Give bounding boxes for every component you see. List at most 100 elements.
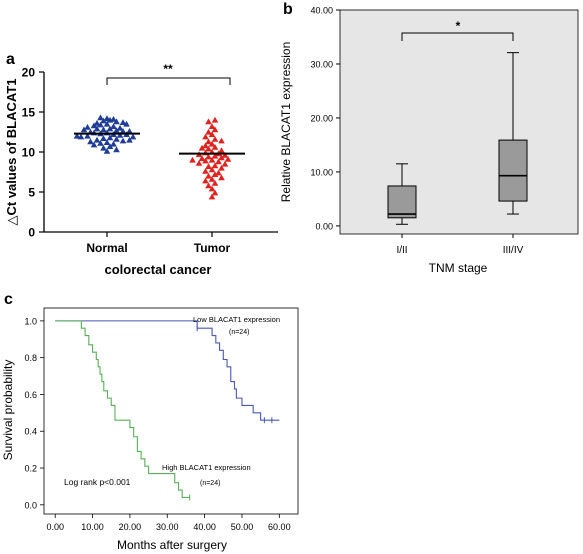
x-tick-label: 0.00 bbox=[46, 522, 64, 532]
y-tick-label: 10.00 bbox=[310, 167, 333, 177]
data-point bbox=[113, 146, 120, 153]
panel-b-plot-area bbox=[339, 9, 579, 235]
panel-a-significance: ** bbox=[163, 62, 173, 76]
y-tick-label: 0.8 bbox=[24, 353, 37, 363]
data-point bbox=[211, 171, 219, 177]
data-point bbox=[93, 125, 101, 132]
data-point bbox=[106, 143, 114, 149]
data-point bbox=[90, 141, 98, 148]
y-tick-label: 0.00 bbox=[315, 221, 333, 231]
panel-c-y-label: Survival probability bbox=[1, 360, 15, 461]
log-rank-annotation: Log rank p<0.001 bbox=[64, 477, 131, 487]
panel-b-x-label: TNM stage bbox=[429, 261, 488, 275]
low-expression-n: (n=24) bbox=[229, 329, 249, 336]
data-point bbox=[119, 128, 127, 134]
y-tick-label: 0.2 bbox=[24, 464, 37, 474]
y-tick-label: 0.6 bbox=[24, 390, 37, 400]
data-point bbox=[211, 126, 219, 133]
panel-a-y-label: △Ct values of BLACAT1 bbox=[4, 79, 19, 226]
data-point bbox=[97, 114, 104, 121]
data-point bbox=[103, 120, 111, 127]
data-point bbox=[110, 116, 117, 122]
panel-c-x-ticks: 0.00 10.00 20.00 30.00 40.00 50.00 60.00 bbox=[46, 514, 291, 532]
data-point bbox=[218, 174, 225, 181]
panel-c: c 0.0 0.2 0.4 0.6 0.8 1.0 0.00 10.00 20.00 30.00… bbox=[1, 291, 299, 552]
panel-a-x-ticks: Normal Tumor bbox=[86, 232, 231, 255]
data-point bbox=[73, 132, 81, 139]
data-point bbox=[97, 121, 104, 128]
x-tick-label: Normal bbox=[86, 241, 127, 255]
panel-c-label: c bbox=[4, 291, 13, 308]
data-point bbox=[116, 132, 124, 138]
data-point bbox=[211, 136, 219, 142]
data-point bbox=[87, 138, 94, 145]
x-tick-label: 60.00 bbox=[268, 522, 291, 532]
data-point bbox=[195, 160, 203, 166]
data-point bbox=[202, 142, 209, 149]
data-point bbox=[218, 147, 225, 153]
data-point bbox=[208, 193, 216, 200]
data-point bbox=[116, 124, 124, 131]
data-point bbox=[218, 137, 225, 144]
data-point bbox=[221, 160, 229, 167]
data-point bbox=[129, 133, 137, 140]
data-point bbox=[110, 140, 117, 147]
y-tick-label: 5 bbox=[28, 186, 35, 200]
data-point bbox=[205, 172, 212, 179]
panel-b-label: b bbox=[283, 1, 293, 18]
y-tick-label: 1.0 bbox=[24, 316, 37, 326]
data-point bbox=[189, 156, 196, 163]
x-tick-label: 20.00 bbox=[119, 522, 142, 532]
panel-c-y-ticks: 0.0 0.2 0.4 0.6 0.8 1.0 bbox=[24, 316, 44, 510]
y-tick-label: 0.0 bbox=[24, 500, 37, 510]
data-point bbox=[218, 154, 225, 161]
data-point bbox=[100, 144, 107, 151]
x-tick-label: III/IV bbox=[503, 245, 524, 256]
data-point bbox=[208, 131, 216, 137]
box bbox=[387, 185, 417, 219]
data-point bbox=[93, 136, 101, 143]
x-tick-label: 50.00 bbox=[231, 522, 254, 532]
data-point bbox=[211, 189, 219, 196]
data-point bbox=[205, 163, 212, 169]
panel-c-x-label: Months after surgery bbox=[117, 538, 227, 552]
data-point bbox=[205, 153, 212, 160]
panel-b-boxes bbox=[387, 52, 528, 225]
x-tick-label: Tumor bbox=[194, 241, 231, 255]
data-point bbox=[97, 140, 104, 146]
data-point bbox=[84, 124, 91, 130]
data-point bbox=[119, 137, 127, 144]
data-point bbox=[208, 140, 216, 147]
data-point bbox=[215, 169, 222, 176]
y-tick-label: 15 bbox=[22, 106, 36, 120]
data-point bbox=[113, 136, 120, 142]
data-point bbox=[208, 166, 216, 173]
panel-a-label: a bbox=[6, 51, 15, 68]
panel-b-y-label: Relative BLACAT1 expression bbox=[279, 42, 293, 203]
data-point bbox=[211, 180, 219, 186]
panel-b-significance-bracket bbox=[401, 32, 514, 41]
panel-a-x-label: colorectal cancer bbox=[105, 262, 212, 277]
data-point bbox=[106, 125, 114, 132]
panel-a-means bbox=[74, 132, 245, 155]
data-point bbox=[106, 134, 114, 141]
y-tick-label: 30.00 bbox=[310, 59, 333, 69]
data-point bbox=[90, 122, 98, 129]
y-tick-label: 20.00 bbox=[310, 113, 333, 123]
panel-c-curves bbox=[55, 320, 280, 501]
data-point bbox=[208, 185, 216, 192]
panel-a: a 0 5 10 15 20 Normal Tumor ** △Ct values of … bbox=[4, 51, 278, 277]
data-point bbox=[205, 118, 212, 125]
data-point bbox=[119, 119, 127, 125]
data-point bbox=[103, 148, 111, 154]
panel-c-plot-area bbox=[43, 307, 299, 515]
y-tick-label: 10 bbox=[22, 146, 36, 160]
box bbox=[498, 139, 528, 202]
data-point bbox=[211, 162, 219, 169]
data-point bbox=[215, 158, 222, 165]
x-tick-label: I/II bbox=[396, 245, 407, 256]
data-point bbox=[100, 117, 107, 124]
